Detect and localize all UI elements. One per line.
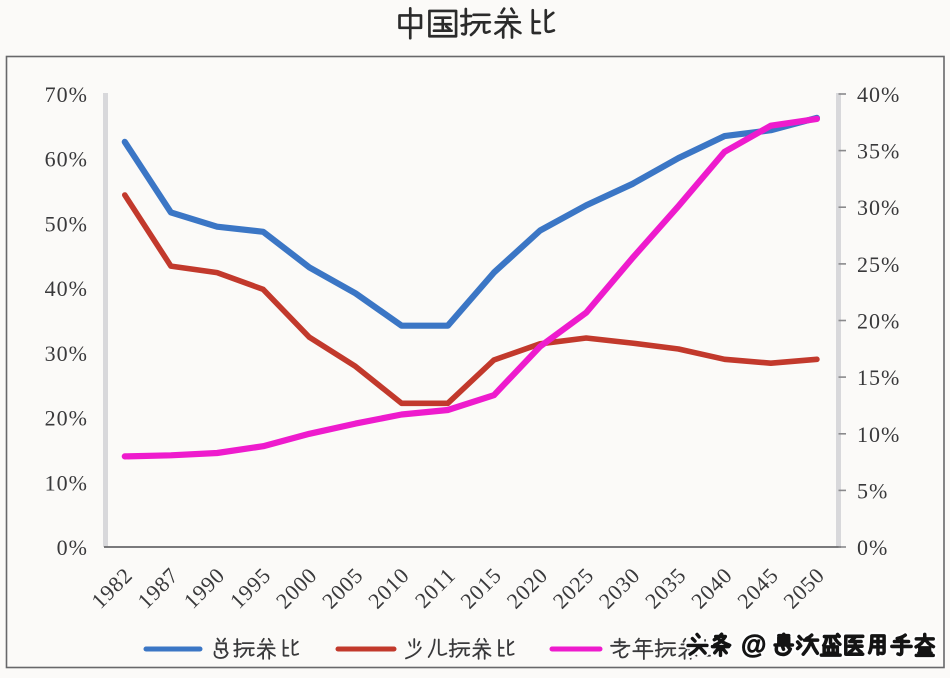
svg-text:@: @ <box>741 629 766 659</box>
svg-text:50%: 50% <box>45 211 88 236</box>
svg-text:35%: 35% <box>857 139 900 164</box>
svg-text:2010: 2010 <box>363 562 414 613</box>
svg-text:1995: 1995 <box>225 562 276 613</box>
svg-text:25%: 25% <box>857 252 900 277</box>
svg-text:2045: 2045 <box>732 562 783 613</box>
svg-text:2011: 2011 <box>410 562 460 612</box>
svg-text:2030: 2030 <box>594 562 645 613</box>
svg-text:2035: 2035 <box>640 562 691 613</box>
svg-text:2020: 2020 <box>502 562 553 613</box>
svg-text:2000: 2000 <box>271 562 322 613</box>
svg-text:30%: 30% <box>857 195 900 220</box>
svg-text:5%: 5% <box>857 478 888 503</box>
svg-text:@: @ <box>741 629 766 659</box>
svg-text:10%: 10% <box>857 422 900 447</box>
svg-text:2005: 2005 <box>317 562 368 613</box>
svg-text:10%: 10% <box>45 470 88 495</box>
svg-text:1990: 1990 <box>179 562 230 613</box>
svg-text:20%: 20% <box>45 406 88 431</box>
svg-text:20%: 20% <box>857 309 900 334</box>
svg-text:1987: 1987 <box>132 562 183 613</box>
svg-text:2025: 2025 <box>548 562 599 613</box>
svg-text:60%: 60% <box>45 147 88 172</box>
svg-text:40%: 40% <box>45 276 88 301</box>
svg-text:30%: 30% <box>45 341 88 366</box>
svg-text:2040: 2040 <box>686 562 737 613</box>
svg-text:2015: 2015 <box>455 562 506 613</box>
svg-text:2050: 2050 <box>778 562 829 613</box>
svg-text:40%: 40% <box>857 82 900 107</box>
svg-text:0%: 0% <box>57 535 88 560</box>
svg-text:0%: 0% <box>857 535 888 560</box>
svg-text:70%: 70% <box>45 82 88 107</box>
svg-text:1982: 1982 <box>86 562 137 613</box>
svg-text:15%: 15% <box>857 365 900 390</box>
